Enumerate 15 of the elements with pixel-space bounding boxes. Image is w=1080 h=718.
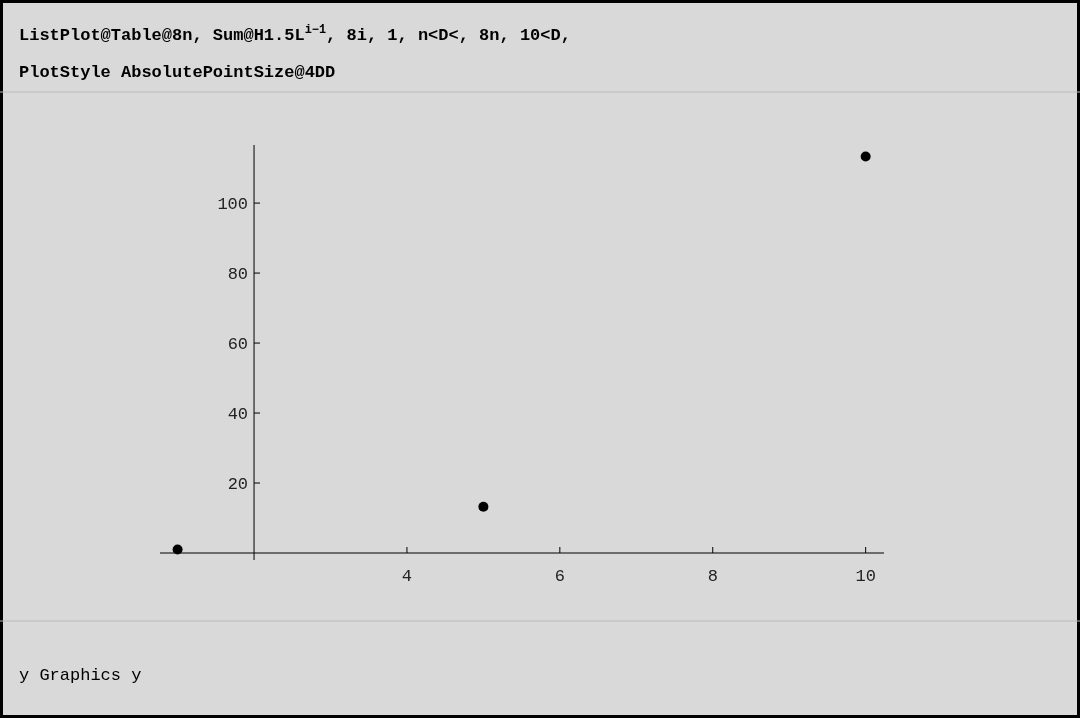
x-tick-label: 8 [707, 567, 718, 586]
y-tick-label: 80 [227, 265, 249, 285]
x-tick-label: 4 [401, 567, 413, 586]
y-tick-label: 60 [227, 335, 249, 355]
text: y Graphics y [19, 666, 142, 685]
y-tick-label: 40 [227, 405, 249, 425]
chart-subtitle: PlotStyle AbsolutePointSize@4DD [19, 63, 336, 82]
chart-title: ListPlot@Table@8n, Sum@H1.5L$^{i−1}$, 8i, 1, n<D<, 8n, 10<D, [19, 23, 571, 45]
y-tick-label: 100 [217, 195, 249, 215]
y-tick-label: 20 [227, 475, 249, 495]
point [478, 501, 489, 512]
x-tick-label: 10 [855, 567, 876, 586]
x-tick-label: 6 [554, 567, 565, 586]
point [172, 544, 183, 555]
point [860, 151, 871, 162]
